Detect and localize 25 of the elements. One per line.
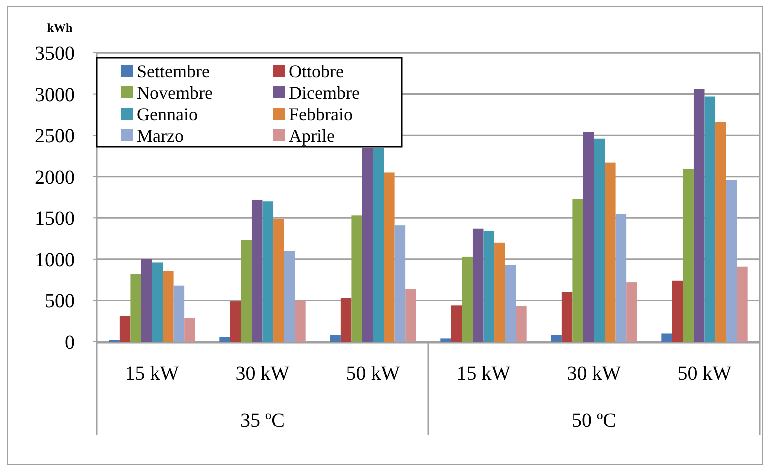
text: 35 ºC bbox=[240, 410, 286, 432]
y-axis-title: kWh bbox=[47, 21, 73, 35]
y-tick-label: 3500 bbox=[35, 43, 75, 65]
y-tick-label: 2500 bbox=[35, 126, 75, 148]
x-tick-label: 30 kW bbox=[567, 363, 622, 385]
legend-label: Novembre bbox=[137, 82, 213, 103]
x-tick-label: 50 kW bbox=[346, 363, 400, 385]
legend-label: Gennaio bbox=[137, 104, 198, 124]
y-tick-label: 500 bbox=[45, 290, 75, 313]
y-tick-label: 1000 bbox=[35, 249, 75, 272]
y-tick-label: 2000 bbox=[35, 166, 75, 189]
legend-label: Settembre bbox=[137, 61, 210, 82]
y-tick-label: 1500 bbox=[35, 208, 75, 230]
legend-label: Ottobre bbox=[289, 61, 344, 82]
text: 50 ºC bbox=[572, 410, 617, 432]
x-tick-label: 30 kW bbox=[236, 363, 290, 385]
y-tick-label: 3000 bbox=[35, 84, 75, 106]
legend-label: Marzo bbox=[137, 126, 184, 146]
y-tick-label: 0 bbox=[65, 332, 75, 354]
x-tick-label: 15 kW bbox=[456, 363, 511, 385]
legend-label: Febbraio bbox=[289, 104, 353, 124]
x-tick-label: 50 kW bbox=[678, 363, 732, 385]
legend-label: Aprile bbox=[289, 126, 335, 146]
x-tick-label: 15 kW bbox=[125, 363, 180, 385]
legend-label: Dicembre bbox=[289, 82, 360, 103]
